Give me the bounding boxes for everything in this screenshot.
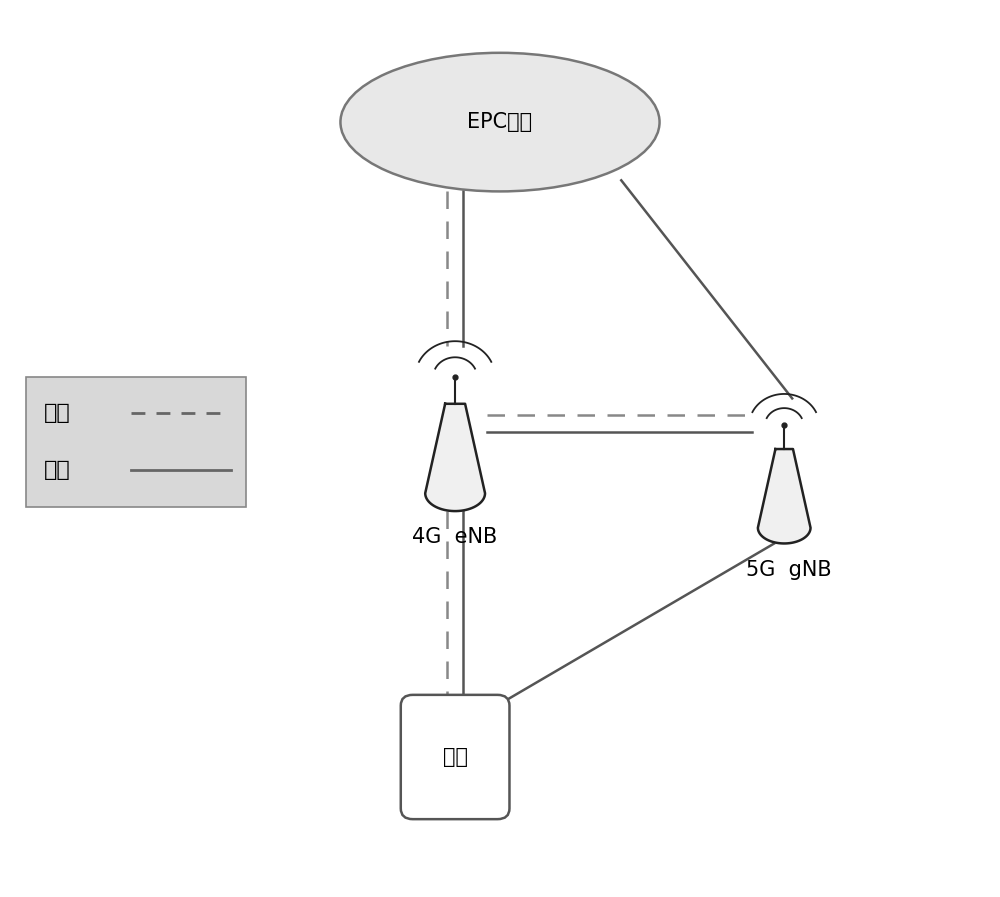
Text: 4G  eNB: 4G eNB [413,527,498,547]
Text: 5G  gNB: 5G gNB [746,560,832,579]
FancyBboxPatch shape [26,377,246,507]
Ellipse shape [340,53,660,191]
Text: 手机: 手机 [443,747,468,767]
FancyBboxPatch shape [401,695,509,819]
Text: EPC网络: EPC网络 [467,112,533,132]
Polygon shape [425,404,485,511]
Text: 数据: 数据 [44,460,71,480]
Text: 控制: 控制 [44,404,71,423]
Polygon shape [758,449,811,544]
